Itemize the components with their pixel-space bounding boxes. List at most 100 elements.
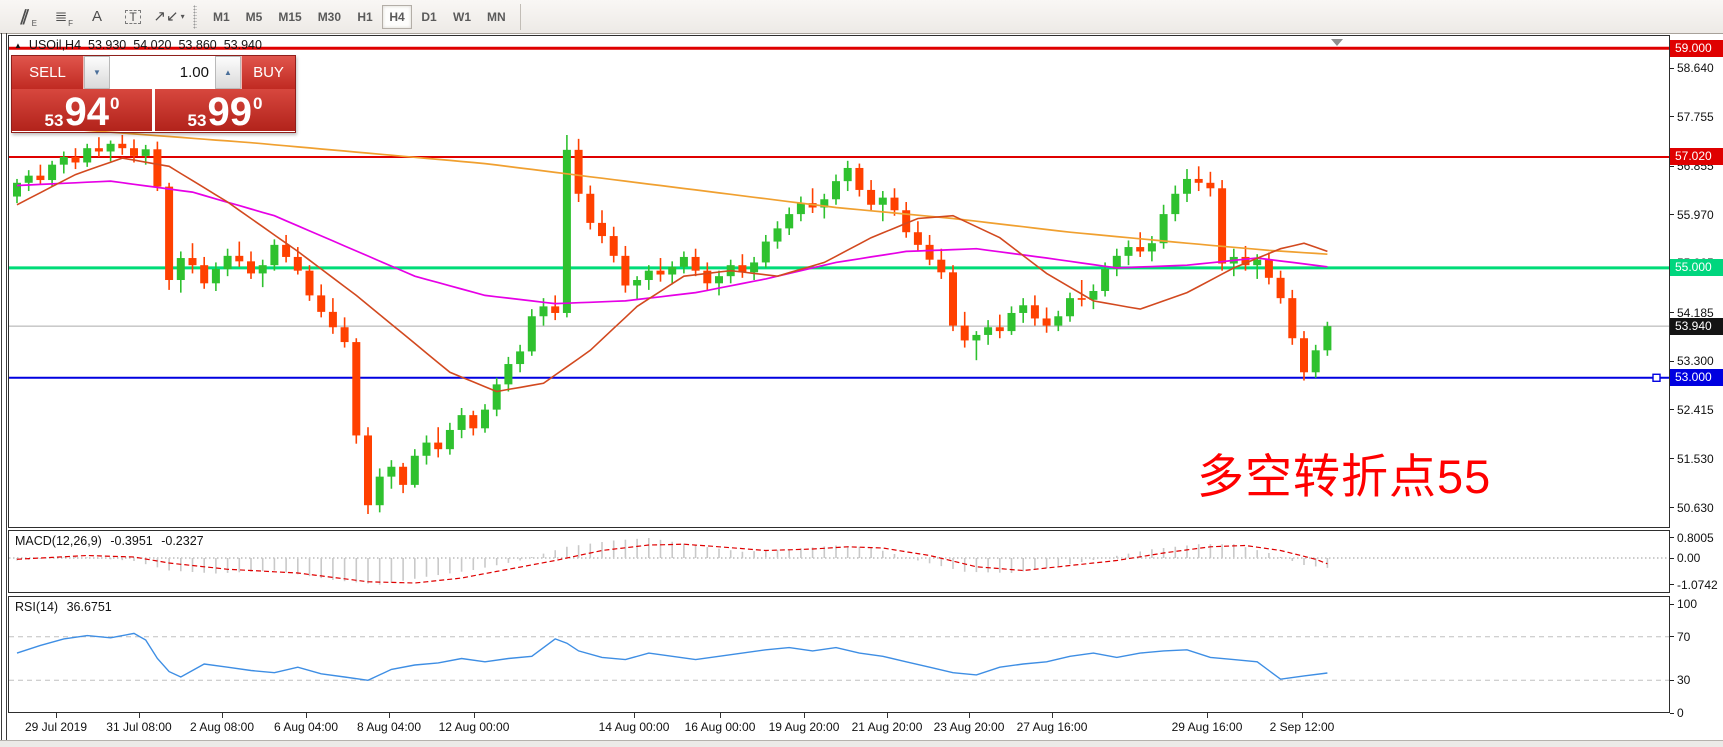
price-tick-label: 52.415 [1677, 402, 1714, 417]
candle [738, 265, 747, 273]
candle [1019, 305, 1028, 313]
price-badge-57020: 57.020 [1670, 148, 1723, 166]
ask-price-point: 0 [252, 94, 263, 113]
buy-button[interactable]: BUY [241, 56, 295, 89]
time-tick-mark [474, 713, 475, 718]
price-tick-label: 51.530 [1677, 451, 1714, 466]
time-tick-mark [634, 713, 635, 718]
ohlc-low: 53.860 [178, 38, 217, 52]
timeframe-d1-button[interactable]: D1 [414, 5, 444, 29]
price-tick-mark [1670, 165, 1674, 167]
rsi-tick-mark [1670, 712, 1674, 714]
ohlc-high: 54.020 [133, 38, 172, 52]
ask-price-display[interactable]: 53 99 0 [155, 89, 295, 135]
candle [1066, 298, 1074, 317]
timeframe-h1-button[interactable]: H1 [350, 5, 380, 29]
toolbar-grip[interactable] [193, 4, 197, 29]
candle [153, 149, 162, 187]
window-bottom-edge [0, 740, 1723, 747]
dropdown-caret-icon[interactable]: ▾ [180, 12, 185, 21]
candle [1276, 277, 1285, 299]
rsi-chart[interactable] [9, 597, 1669, 712]
candle [492, 384, 501, 410]
ohlc-open: 53.930 [88, 38, 127, 52]
candle [71, 156, 80, 163]
text-label-button[interactable]: T [118, 4, 148, 30]
volume-increase-button[interactable]: ▲ [215, 56, 241, 89]
bid-price-whole: 53 [44, 111, 64, 130]
candle [796, 203, 805, 215]
candle [258, 265, 267, 274]
candle [1089, 290, 1098, 300]
macd-label: MACD(12,26,9) -0.3951 -0.2327 [15, 534, 209, 548]
equidistant-channel-button[interactable]: ∥ E [10, 4, 40, 30]
arrow-tools-button[interactable]: ↗↙ ▾ [153, 4, 185, 30]
candle [668, 266, 677, 275]
candle [399, 466, 408, 485]
rsi-indicator-panel[interactable]: RSI(14) 36.6751 [8, 596, 1670, 713]
timeframe-m5-button[interactable]: M5 [239, 5, 270, 29]
candle [13, 182, 21, 197]
candle [375, 476, 384, 506]
time-tick-mark [969, 713, 970, 718]
timeframe-m1-button[interactable]: M1 [206, 5, 237, 29]
timeframe-m30-button[interactable]: M30 [311, 5, 348, 29]
candle [328, 311, 337, 328]
candle [211, 269, 220, 284]
time-tick-mark [139, 713, 140, 718]
candle [364, 435, 372, 506]
volume-input[interactable] [110, 56, 215, 89]
candle [141, 149, 150, 156]
candlestick-chart[interactable] [9, 36, 1669, 527]
price-tick-mark [1670, 409, 1674, 411]
window-edge-left-inner [6, 33, 7, 747]
price-tick-mark [1670, 116, 1674, 118]
macd-indicator-panel[interactable]: MACD(12,26,9) -0.3951 -0.2327 [8, 530, 1670, 593]
volume-decrease-button[interactable]: ▼ [84, 56, 110, 89]
candle [516, 351, 525, 365]
candle [785, 214, 794, 229]
candle [820, 199, 829, 208]
fibonacci-retracement-button[interactable]: ≣ F [46, 4, 76, 30]
candle [867, 189, 876, 205]
ma-fast-red [16, 157, 1328, 393]
drawing-tools-group: ∥ E ≣ F A T ↗↙ ▾ [0, 4, 187, 30]
candle [1101, 269, 1110, 291]
timeframe-w1-button[interactable]: W1 [446, 5, 478, 29]
timeframe-m15-button[interactable]: M15 [271, 5, 308, 29]
candle [469, 415, 478, 429]
macd-chart[interactable] [9, 531, 1669, 592]
time-tick-label: 21 Aug 20:00 [851, 720, 923, 734]
price-tick-label: 58.640 [1677, 61, 1714, 75]
candle [387, 466, 396, 477]
bid-price-display[interactable]: 53 94 0 [12, 89, 152, 132]
candle [609, 236, 618, 256]
candle [890, 197, 899, 211]
macd-name: MACD(12,26,9) [15, 534, 102, 548]
time-axis[interactable]: 29 Jul 2019 31 Jul 08:00 2 Aug 08:00 6 Aug … [8, 713, 1670, 740]
ask-price-pips: 99 [207, 90, 252, 135]
timeframe-h4-button[interactable]: H4 [382, 4, 413, 29]
sell-button[interactable]: SELL [12, 56, 84, 89]
time-tick-label: 29 Aug 16:00 [1171, 720, 1243, 734]
time-tick-label: 31 Jul 08:00 [106, 720, 172, 734]
chart-header: ▲ USOil,H4 53.930 54.020 53.860 53.940 [14, 38, 262, 52]
candle [644, 270, 653, 281]
ma-slow-orange [16, 124, 1328, 256]
candle [1136, 247, 1145, 252]
candle [1264, 259, 1273, 278]
candle [633, 280, 642, 286]
timeframe-mn-button[interactable]: MN [480, 5, 513, 29]
line-handle[interactable] [1652, 373, 1661, 382]
one-click-trading-panel: SELL ▼ ▲ BUY 53 94 0 53 99 0 [11, 55, 296, 133]
candle [949, 272, 957, 326]
price-tick-label: 50.630 [1677, 500, 1714, 515]
candle [586, 193, 595, 223]
candle [1323, 326, 1332, 351]
chart-shift-marker-icon[interactable] [1331, 39, 1343, 46]
candle [1311, 350, 1320, 373]
time-tick-mark [306, 713, 307, 718]
text-button[interactable]: A [82, 4, 112, 30]
main-chart-panel[interactable]: ▲ USOil,H4 53.930 54.020 53.860 53.940 S… [8, 35, 1670, 528]
